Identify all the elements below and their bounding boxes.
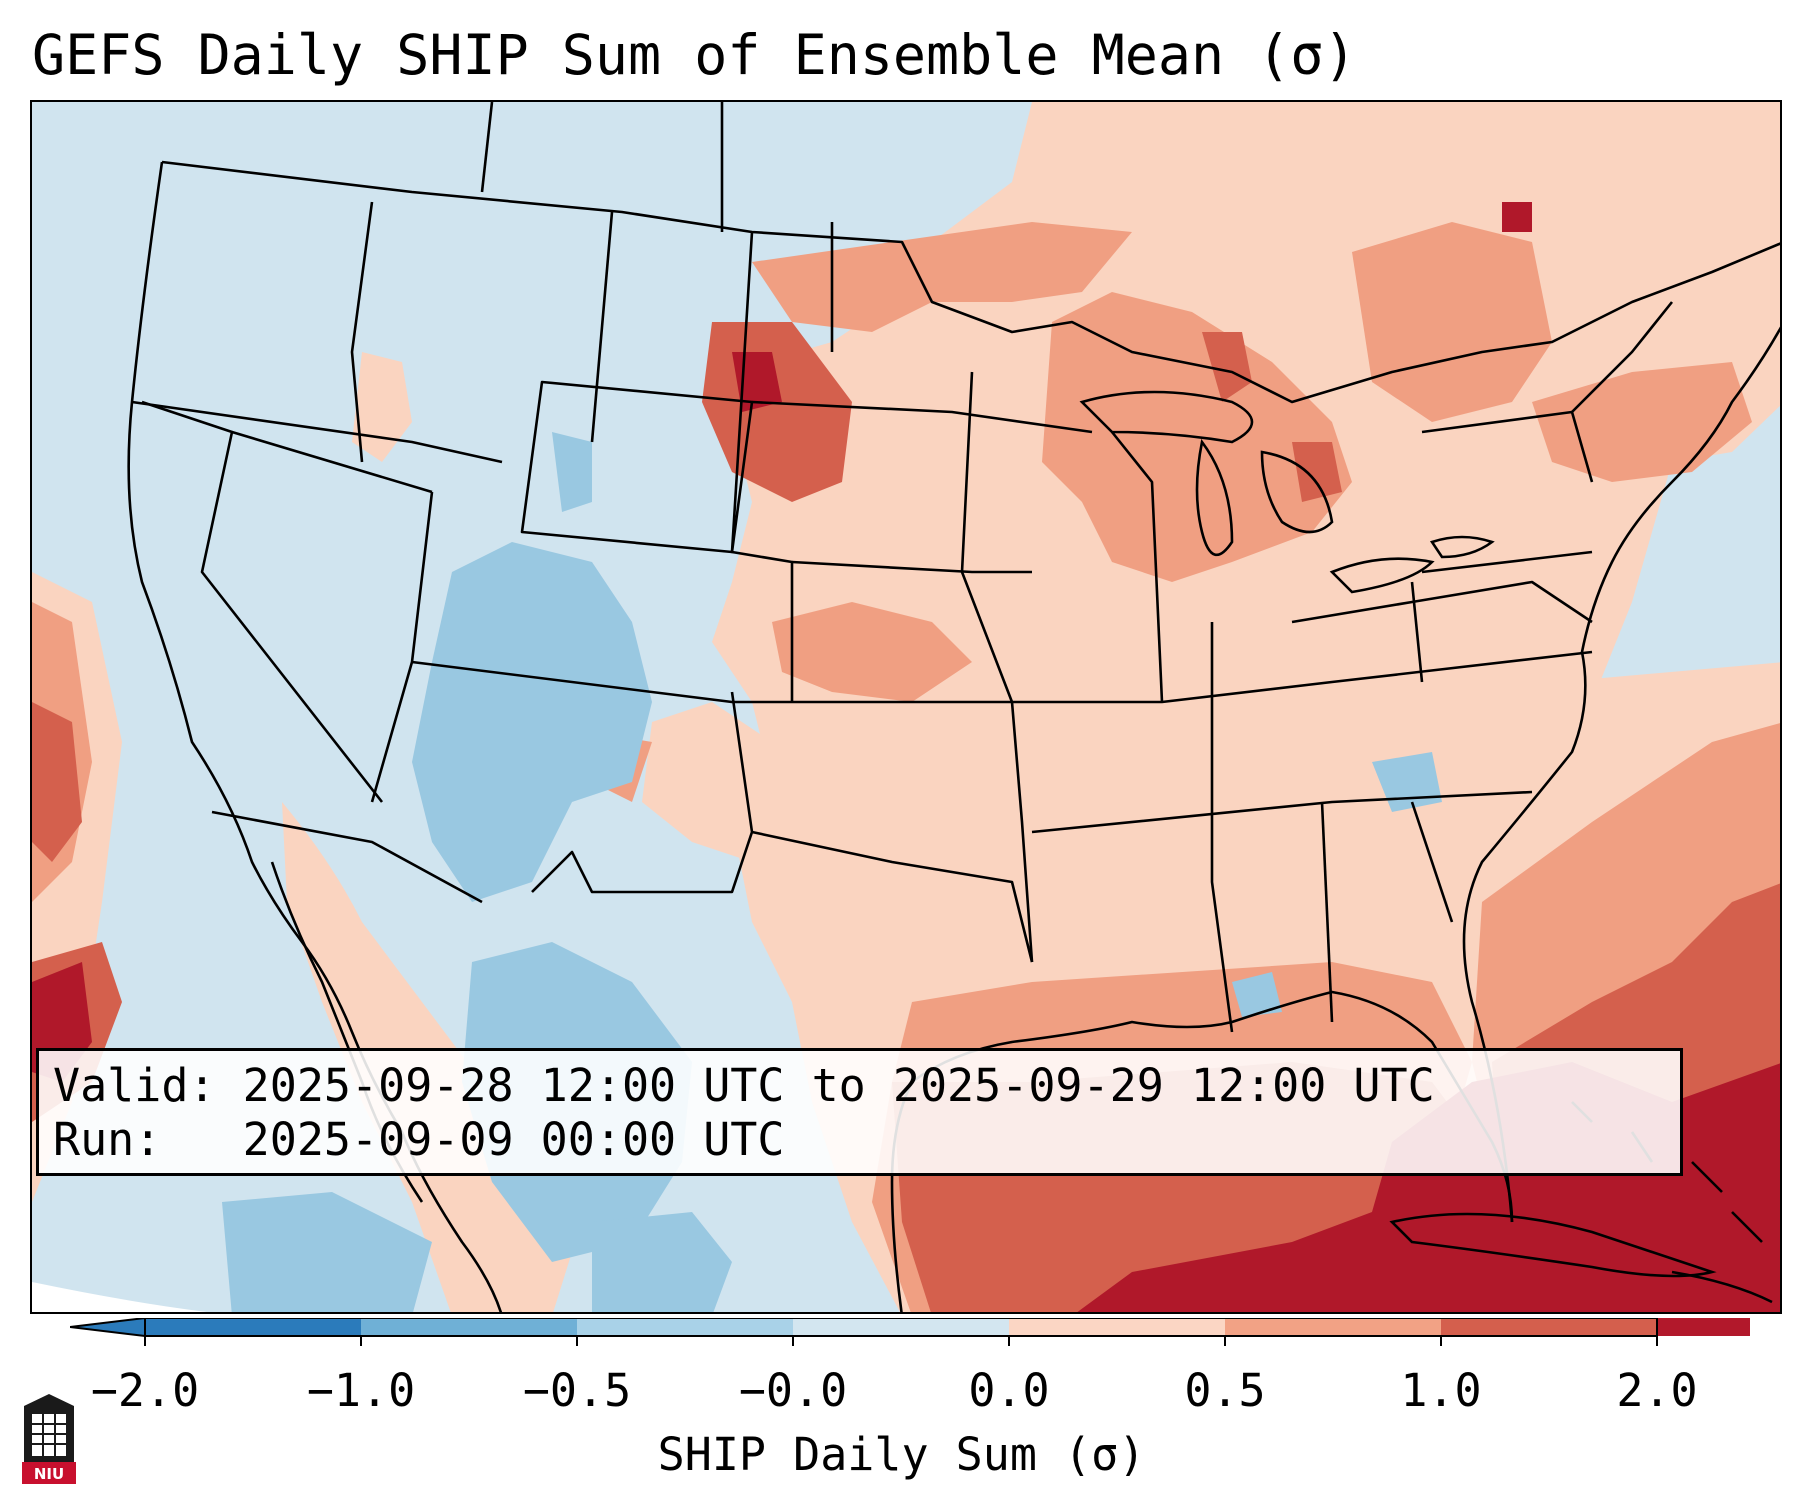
colorbar-extend-low	[70, 1318, 146, 1338]
colorbar-segment	[793, 1318, 1009, 1336]
colorbar-label: SHIP Daily Sum (σ)	[657, 1428, 1146, 1481]
projection-edge-left	[32, 1282, 207, 1312]
colorbar-segment	[577, 1318, 793, 1336]
colorbar-tick-label: 2.0	[1616, 1364, 1698, 1417]
colorbar-tick-label: 0.0	[968, 1364, 1050, 1417]
colorbar-tick-label: 1.0	[1400, 1364, 1482, 1417]
colorbar-segment	[1225, 1318, 1441, 1336]
colorbar-tick-label: −2.0	[90, 1364, 200, 1417]
colorbar-segment	[361, 1318, 577, 1336]
colorbar	[70, 1318, 1750, 1346]
colorbar-segment	[1441, 1318, 1657, 1336]
validity-info-box: Valid: 2025-09-28 12:00 UTC to 2025-09-2…	[36, 1048, 1683, 1176]
logo-text: NIU	[34, 1465, 64, 1483]
colorbar-outline	[144, 1318, 1658, 1337]
colorbar-segments	[70, 1318, 1750, 1338]
negative-regions	[222, 432, 1442, 1312]
colorbar-tick-label: −0.0	[738, 1364, 848, 1417]
run-time-text: Run: 2025-09-09 00:00 UTC	[53, 1113, 785, 1166]
colorbar-tick-label: −1.0	[306, 1364, 416, 1417]
colorbar-tick-marks	[144, 1336, 1658, 1346]
colorbar-tick-label: −0.5	[522, 1364, 632, 1417]
colorbar-segment	[145, 1318, 361, 1336]
colorbar-segment	[1657, 1318, 1750, 1336]
colorbar-segment	[1009, 1318, 1225, 1336]
valid-time-text: Valid: 2025-09-28 12:00 UTC to 2025-09-2…	[53, 1059, 1435, 1112]
niu-logo: NIU	[22, 1394, 76, 1484]
great-lakes	[1079, 390, 1495, 594]
plot-title: GEFS Daily SHIP Sum of Ensemble Mean (σ)	[32, 23, 1357, 87]
political-boundaries	[127, 102, 1780, 1312]
colorbar-tick-label: 0.5	[1184, 1364, 1266, 1417]
